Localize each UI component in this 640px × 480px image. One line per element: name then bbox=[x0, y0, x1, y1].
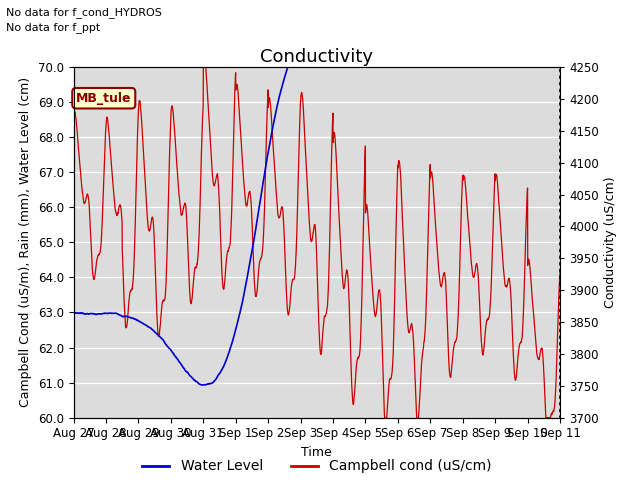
Text: MB_tule: MB_tule bbox=[76, 92, 132, 105]
Title: Conductivity: Conductivity bbox=[260, 48, 373, 66]
Y-axis label: Campbell Cond (uS/m), Rain (mm), Water Level (cm): Campbell Cond (uS/m), Rain (mm), Water L… bbox=[19, 77, 32, 408]
Text: No data for f_ppt: No data for f_ppt bbox=[6, 22, 100, 33]
Text: No data for f_cond_HYDROS: No data for f_cond_HYDROS bbox=[6, 7, 163, 18]
Y-axis label: Conductivity (uS/cm): Conductivity (uS/cm) bbox=[604, 177, 618, 308]
Legend: Water Level, Campbell cond (uS/cm): Water Level, Campbell cond (uS/cm) bbox=[136, 454, 497, 479]
X-axis label: Time: Time bbox=[301, 446, 332, 459]
